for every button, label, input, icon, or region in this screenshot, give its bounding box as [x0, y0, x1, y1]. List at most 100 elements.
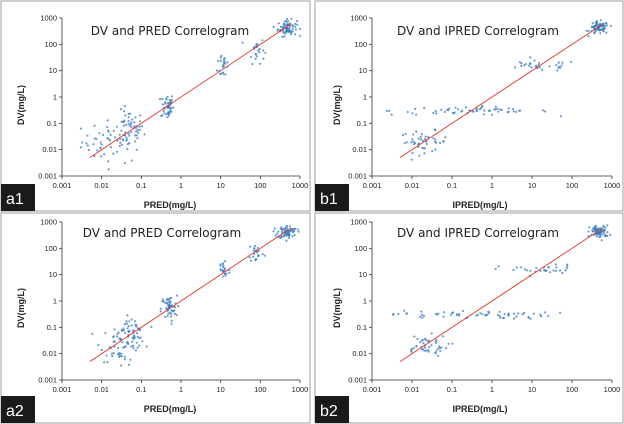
data-point — [428, 346, 431, 349]
data-point — [116, 335, 119, 338]
data-point — [159, 307, 162, 310]
x-tick-label: 0.01 — [405, 181, 420, 190]
data-point — [519, 266, 523, 269]
chart-title: DV and IPRED Correlogram — [397, 226, 559, 240]
data-point — [115, 125, 119, 128]
data-point — [158, 98, 162, 101]
data-point — [118, 144, 121, 148]
data-point — [134, 349, 137, 352]
identity-line — [89, 23, 292, 158]
data-point — [291, 27, 294, 30]
data-point — [439, 349, 442, 352]
data-point — [412, 133, 415, 136]
data-point — [430, 332, 433, 335]
data-point — [609, 24, 612, 27]
data-point — [432, 137, 435, 140]
data-point — [434, 138, 437, 141]
y-tick-label: 1000 — [40, 218, 57, 227]
data-point — [440, 108, 443, 111]
y-tick-label: 100 — [44, 244, 57, 253]
data-point — [131, 340, 134, 343]
chart-title: DV and PRED Correlogram — [91, 24, 249, 38]
data-point — [515, 266, 518, 269]
panel-a1: a1 DV and PRED Correlogram PRED(mg/L) DV… — [0, 0, 311, 212]
plot-area: 0.001 0.01 0.1 1 10 100 1000 0.001 0.01 0.1 1 10 100… — [348, 218, 620, 395]
data-point — [421, 139, 424, 142]
data-point — [256, 246, 259, 250]
data-point — [431, 150, 434, 153]
data-point — [126, 341, 129, 344]
data-point — [282, 22, 285, 25]
data-point — [255, 55, 258, 58]
data-point — [605, 24, 608, 27]
y-tick-label: 1000 — [350, 14, 367, 23]
panel-badge-label: b2 — [320, 403, 338, 420]
data-point — [119, 141, 122, 144]
data-point — [420, 313, 423, 316]
data-point — [390, 113, 393, 116]
data-point — [427, 136, 430, 139]
data-point — [451, 342, 454, 345]
data-point — [120, 352, 123, 355]
data-point — [261, 39, 264, 42]
data-point — [282, 235, 285, 238]
data-point — [513, 312, 516, 315]
y-tick-label: 0.001 — [38, 376, 57, 385]
data-point — [123, 358, 126, 361]
data-point — [92, 143, 95, 146]
data-point — [136, 129, 139, 132]
data-point — [124, 345, 127, 348]
data-point — [433, 140, 437, 143]
data-point — [118, 355, 121, 358]
data-point — [125, 138, 128, 141]
data-point — [443, 110, 446, 113]
x-tick-label: 0.01 — [94, 385, 109, 394]
panel-border — [0, 0, 311, 212]
data-point — [258, 51, 261, 54]
data-point — [598, 28, 601, 32]
data-point — [132, 329, 135, 332]
y-tick-label: 1000 — [350, 218, 367, 227]
x-tick-label: 0.01 — [94, 181, 109, 190]
data-point — [503, 313, 506, 316]
data-point — [129, 358, 132, 361]
data-point — [128, 134, 131, 137]
data-point — [163, 112, 166, 115]
data-point — [257, 49, 260, 52]
data-point — [484, 314, 487, 317]
data-point — [414, 107, 417, 111]
data-point — [217, 59, 220, 63]
panel-badge — [1, 396, 35, 423]
data-point — [172, 310, 175, 313]
data-point — [135, 130, 138, 133]
y-tick-label: 0.1 — [47, 119, 57, 128]
x-tick-label: 0.01 — [405, 385, 420, 394]
data-point — [143, 133, 146, 136]
panel-border — [0, 212, 311, 424]
data-point — [138, 128, 141, 131]
data-point — [252, 255, 255, 258]
data-point — [170, 312, 173, 315]
data-point — [91, 332, 94, 335]
data-point — [128, 363, 131, 366]
data-point — [99, 146, 102, 150]
data-point — [109, 146, 112, 149]
data-point — [594, 230, 597, 233]
data-point — [136, 346, 139, 349]
data-point — [598, 227, 601, 230]
data-point — [417, 137, 420, 140]
data-point — [604, 235, 607, 238]
data-point — [591, 22, 594, 25]
data-point — [135, 341, 138, 344]
data-point — [294, 25, 297, 28]
data-point — [423, 346, 427, 349]
data-point — [121, 120, 124, 123]
data-point — [219, 268, 222, 271]
data-point — [113, 328, 116, 331]
y-axis-label: DV(mg/L) — [332, 85, 342, 125]
x-tick-label: 1000 — [292, 385, 309, 394]
data-point — [109, 133, 112, 136]
data-point — [285, 239, 288, 242]
data-point — [126, 314, 129, 317]
data-point — [397, 313, 400, 316]
